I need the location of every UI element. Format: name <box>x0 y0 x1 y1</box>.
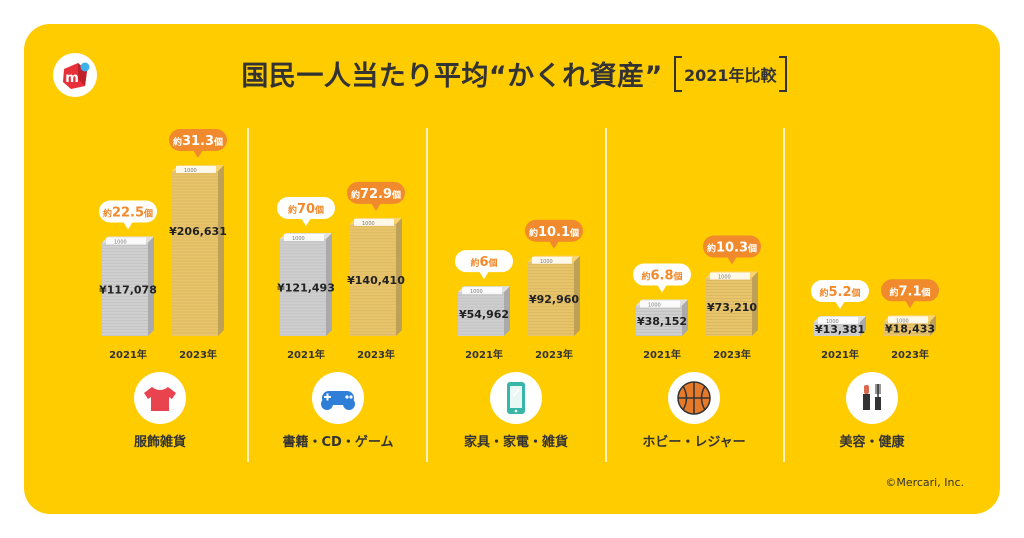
banknote-icon: 1000 <box>710 272 750 281</box>
count-label: 約72.9個 <box>351 187 401 202</box>
svg-text:1000: 1000 <box>362 221 375 227</box>
svg-text:1000: 1000 <box>292 236 305 242</box>
banknote-icon: 1000 <box>532 256 572 265</box>
bar-2023-1: 1000 <box>350 217 402 336</box>
mercari-logo-icon: m <box>53 53 97 97</box>
tshirt-icon <box>134 372 186 424</box>
svg-text:1000: 1000 <box>184 168 197 174</box>
count-callout: 約7.1個 <box>881 279 939 309</box>
banknote-icon: 1000 <box>284 233 324 242</box>
value-label: ¥13,381 <box>815 323 865 336</box>
year-label: 2023年 <box>357 348 395 361</box>
count-label: 約5.2個 <box>819 285 860 300</box>
year-label: 2023年 <box>535 348 573 361</box>
count-label: 約70個 <box>288 202 324 217</box>
value-label: ¥140,410 <box>347 274 405 287</box>
bar-2021-1: 1000 <box>280 232 332 336</box>
value-label: ¥73,210 <box>707 301 757 314</box>
count-callout: 約70個 <box>277 196 335 226</box>
copyright-text: ©Mercari, Inc. <box>885 476 964 489</box>
cosmetics-icon <box>846 372 898 424</box>
value-label: ¥38,152 <box>637 315 687 328</box>
count-label: 約10.1個 <box>529 225 579 240</box>
title-text: 国民一人当たり平均“かくれ資産” <box>241 61 663 92</box>
count-callout: 約10.1個 <box>525 219 583 249</box>
basketball-icon <box>668 372 720 424</box>
bar-2021-0: 1000 <box>102 236 154 336</box>
count-callout: 約22.5個 <box>99 200 157 230</box>
svg-text:1000: 1000 <box>718 275 731 281</box>
year-label: 2023年 <box>179 348 217 361</box>
banknote-icon: 1000 <box>354 218 394 227</box>
value-label: ¥121,493 <box>277 281 335 294</box>
year-label: 2021年 <box>465 348 503 361</box>
count-label: 約6.8個 <box>641 269 682 284</box>
svg-text:m: m <box>65 71 79 86</box>
year-label: 2021年 <box>821 348 859 361</box>
bar-2021-4: 1000 <box>814 316 866 336</box>
count-callout: 約72.9個 <box>347 181 405 211</box>
banknote-icon: 1000 <box>818 317 858 325</box>
smartphone-icon <box>490 372 542 424</box>
svg-text:1000: 1000 <box>826 319 839 325</box>
year-label: 2021年 <box>109 348 147 361</box>
banknote-icon: 1000 <box>888 316 928 324</box>
banknote-icon: 1000 <box>462 287 502 295</box>
count-label: 約7.1個 <box>889 284 930 299</box>
svg-text:1000: 1000 <box>114 240 127 246</box>
count-callout: 約5.2個 <box>811 280 869 309</box>
category-label: ホビー・レジャー <box>642 434 745 450</box>
count-label: 約10.3個 <box>707 241 757 256</box>
svg-text:1000: 1000 <box>648 303 661 309</box>
year-label: 2023年 <box>891 348 929 361</box>
svg-text:1000: 1000 <box>896 318 909 324</box>
svg-text:1000: 1000 <box>540 259 553 265</box>
year-label: 2021年 <box>287 348 325 361</box>
banknote-icon: 1000 <box>176 166 216 174</box>
bar-2023-4: 1000 <box>884 315 936 336</box>
value-label: ¥206,631 <box>169 225 227 238</box>
count-callout: 約6.8個 <box>633 263 691 293</box>
bar-2023-3: 1000 <box>706 271 758 336</box>
svg-text:1000: 1000 <box>470 289 483 295</box>
category-label: 服飾雑貨 <box>134 434 186 450</box>
bar-2023-2: 1000 <box>528 255 580 336</box>
count-callout: 約10.3個 <box>703 235 761 265</box>
count-label: 約6個 <box>470 255 497 270</box>
gamepad-icon <box>312 372 364 424</box>
count-callout: 約6個 <box>455 250 513 280</box>
category-label: 美容・健康 <box>839 434 905 450</box>
category-label: 家具・家電・雑貨 <box>464 434 568 450</box>
bar-2021-3: 1000 <box>636 299 688 336</box>
count-label: 約31.3個 <box>173 134 223 149</box>
banknote-icon: 1000 <box>640 300 680 309</box>
banknote-icon: 1000 <box>106 237 146 246</box>
value-label: ¥117,078 <box>99 283 157 296</box>
chart-title: 国民一人当たり平均“かくれ資産” 2021年比較 <box>0 54 1024 93</box>
subtitle-text: 2021年比較 <box>674 55 787 92</box>
year-label: 2021年 <box>643 348 681 361</box>
category-label: 書籍・CD・ゲーム <box>283 434 394 450</box>
year-label: 2023年 <box>713 348 751 361</box>
bar-2021-2: 1000 <box>458 286 510 336</box>
value-label: ¥54,962 <box>459 308 509 321</box>
count-callout: 約31.3個 <box>169 129 227 158</box>
count-label: 約22.5個 <box>103 206 153 221</box>
bar-2023-0: 1000 <box>172 165 224 336</box>
value-label: ¥92,960 <box>529 293 579 306</box>
value-label: ¥18,433 <box>885 323 935 336</box>
